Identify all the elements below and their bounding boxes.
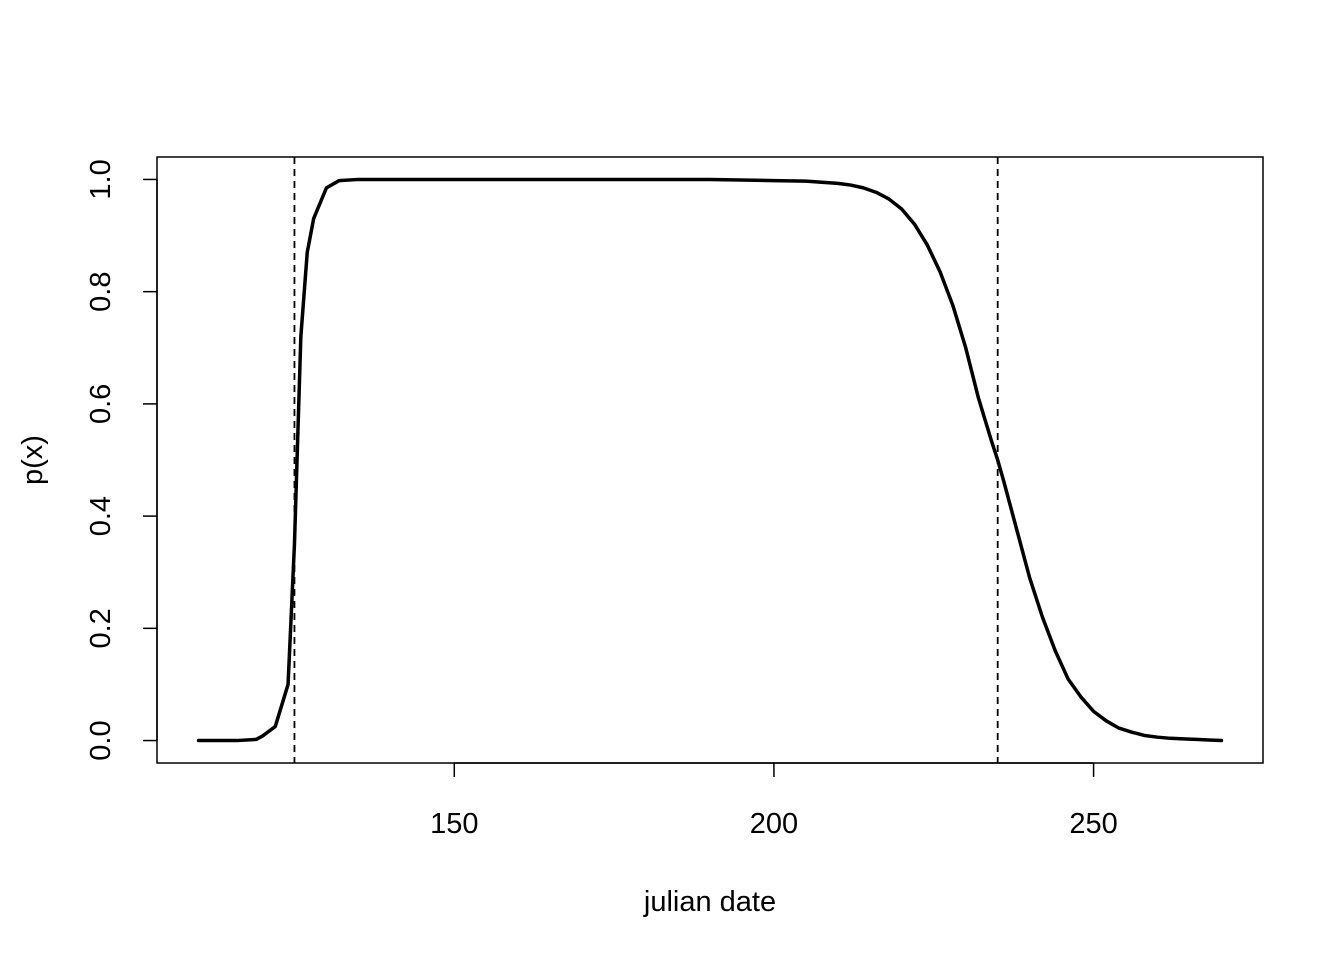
x-axis-label: julian date <box>643 886 776 918</box>
series-line <box>196 177 1224 743</box>
reference-lines <box>293 157 999 763</box>
plot-frame <box>156 156 1264 764</box>
x-tick-label: 150 <box>430 808 478 840</box>
y-tick-label: 0.4 <box>85 496 117 536</box>
y-tick-label: 0.2 <box>85 608 117 648</box>
y-tick-label: 1.0 <box>85 159 117 199</box>
x-tick-label: 200 <box>750 808 798 840</box>
y-axis-label: p(x) <box>17 435 49 485</box>
y-tick-label: 0.8 <box>85 272 117 312</box>
y-axis: 0.0 0.2 0.4 0.6 0.8 1.0 <box>85 159 158 761</box>
y-tick-label: 0.0 <box>85 720 117 760</box>
x-tick-label: 250 <box>1069 808 1117 840</box>
y-tick-label: 0.6 <box>85 384 117 424</box>
series-group <box>196 177 1224 743</box>
x-axis: 150 200 250 <box>430 762 1118 840</box>
